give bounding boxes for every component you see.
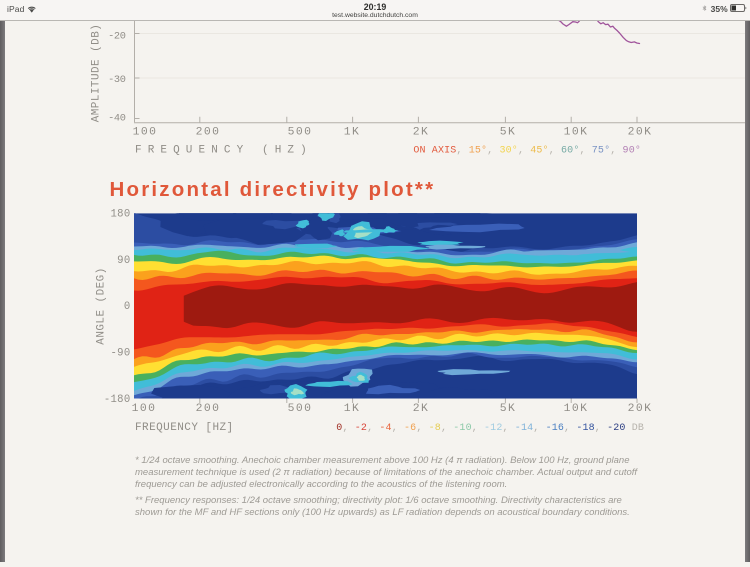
svg-text:1K: 1K: [344, 403, 360, 415]
svg-text:2K: 2K: [413, 403, 429, 415]
svg-text:90: 90: [117, 255, 130, 267]
svg-text:-180: -180: [104, 394, 131, 406]
svg-text:5K: 5K: [500, 126, 516, 138]
svg-text:AMPLITUDE (DB): AMPLITUDE (DB): [91, 24, 103, 123]
svg-text:500: 500: [288, 403, 313, 415]
svg-text:-30: -30: [108, 74, 126, 86]
svg-text:200: 200: [196, 403, 221, 415]
svg-text:FREQUENCY [HZ]: FREQUENCY [HZ]: [135, 422, 234, 434]
svg-text:20K: 20K: [628, 403, 653, 415]
svg-text:100: 100: [132, 403, 157, 415]
svg-text:-40: -40: [108, 112, 126, 124]
svg-text:5K: 5K: [500, 403, 516, 415]
svg-text:ON AXIS, 15°, 30°, 45°, 60°, 7: ON AXIS, 15°, 30°, 45°, 60°, 75°, 90°: [413, 145, 641, 157]
svg-text:10K: 10K: [564, 126, 589, 138]
svg-text:0, -2, -4, -6, -8, -10, -12, -: 0, -2, -4, -6, -8, -10, -12, -14, -16, -…: [336, 423, 644, 434]
svg-text:20K: 20K: [628, 126, 653, 138]
svg-text:ANGLE (DEG): ANGLE (DEG): [96, 267, 108, 344]
svg-text:-90: -90: [111, 348, 131, 360]
svg-text:500: 500: [288, 126, 313, 138]
svg-text:0: 0: [124, 301, 131, 313]
svg-text:1K: 1K: [344, 126, 360, 138]
svg-text:-20: -20: [108, 31, 126, 43]
svg-text:100: 100: [133, 126, 158, 138]
svg-text:2K: 2K: [413, 126, 429, 138]
svg-text:FREQUENCY (HZ): FREQUENCY (HZ): [135, 145, 313, 157]
svg-text:10K: 10K: [564, 403, 589, 415]
svg-text:200: 200: [196, 126, 221, 138]
svg-text:180: 180: [111, 209, 131, 221]
